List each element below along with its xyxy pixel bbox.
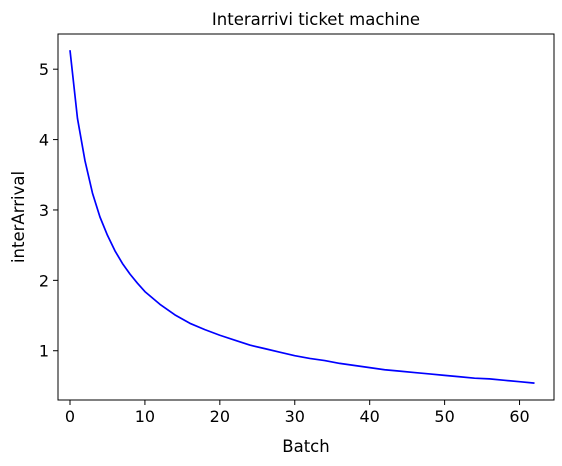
x-tick-label: 30 [285, 407, 305, 426]
x-tick-label: 20 [210, 407, 230, 426]
chart-title: Interarrivi ticket machine [212, 10, 420, 29]
y-axis: 1 2 3 4 5 [39, 60, 58, 361]
y-axis-label: interArrival [9, 171, 28, 263]
y-tick-label: 1 [39, 342, 49, 361]
x-tick-label: 10 [135, 407, 155, 426]
x-axis: 0 10 20 30 40 50 60 [65, 400, 530, 426]
x-tick-label: 60 [509, 407, 529, 426]
plot-frame [57, 33, 555, 401]
series-line-0 [69, 50, 535, 384]
x-tick-label: 50 [434, 407, 454, 426]
y-tick-label: 5 [39, 60, 49, 79]
y-tick-label: 3 [39, 201, 49, 220]
x-axis-label: Batch [282, 437, 329, 456]
x-tick-label: 0 [65, 407, 75, 426]
y-tick-label: 2 [39, 271, 49, 290]
plot-area [69, 50, 535, 384]
y-tick-label: 4 [39, 131, 49, 150]
x-tick-label: 40 [360, 407, 380, 426]
